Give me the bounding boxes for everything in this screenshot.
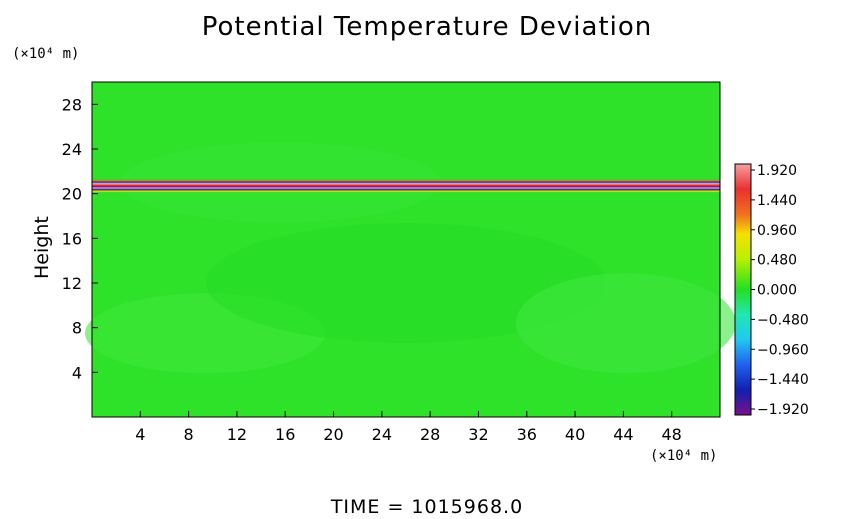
y-tick-label: 4 (72, 363, 82, 382)
colorbar-label: 1.920 (757, 163, 797, 179)
x-tick-label: 16 (275, 425, 295, 444)
x-tick-label: 40 (565, 425, 585, 444)
x-tick-label: 8 (184, 425, 194, 444)
chart-title: Potential Temperature Deviation (201, 12, 653, 42)
y-tick-label: 8 (72, 319, 82, 338)
x-tick-label: 20 (323, 425, 343, 444)
colorbar (734, 163, 752, 416)
x-tick-label: 44 (613, 425, 633, 444)
colorbar-label: 1.440 (757, 193, 797, 209)
x-tick-label: 36 (517, 425, 537, 444)
y-tick-label: 28 (62, 95, 82, 114)
x-tick-label: 48 (662, 425, 682, 444)
colorbar-label: −0.960 (757, 342, 809, 358)
anomaly-band (92, 179, 720, 193)
colorbar-label: −1.440 (757, 372, 809, 388)
plot-frame (91, 81, 721, 418)
time-label: TIME = 1015968.0 (330, 496, 524, 518)
x-tick-label: 32 (468, 425, 488, 444)
x-tick-label: 28 (420, 425, 440, 444)
y-tick-label: 12 (62, 274, 82, 293)
colorbar-label: −0.480 (757, 312, 809, 328)
colorbar-label: 0.960 (757, 223, 797, 239)
x-tick-label: 12 (227, 425, 247, 444)
y-tick-label: 24 (62, 140, 82, 159)
x-tick-label: 4 (135, 425, 145, 444)
y-tick-label: 20 (62, 185, 82, 204)
colorbar-label: 0.480 (757, 253, 797, 269)
colorbar-label: −1.920 (757, 402, 809, 418)
y-axis-unit: (×10⁴ m) (12, 46, 80, 62)
colorbar-label: 0.000 (757, 283, 797, 299)
field-patch (515, 273, 736, 374)
y-tick-label: 16 (62, 229, 82, 248)
field-patch (206, 223, 606, 343)
x-axis-unit: (×10⁴ m) (650, 448, 718, 464)
x-tick-label: 24 (372, 425, 392, 444)
